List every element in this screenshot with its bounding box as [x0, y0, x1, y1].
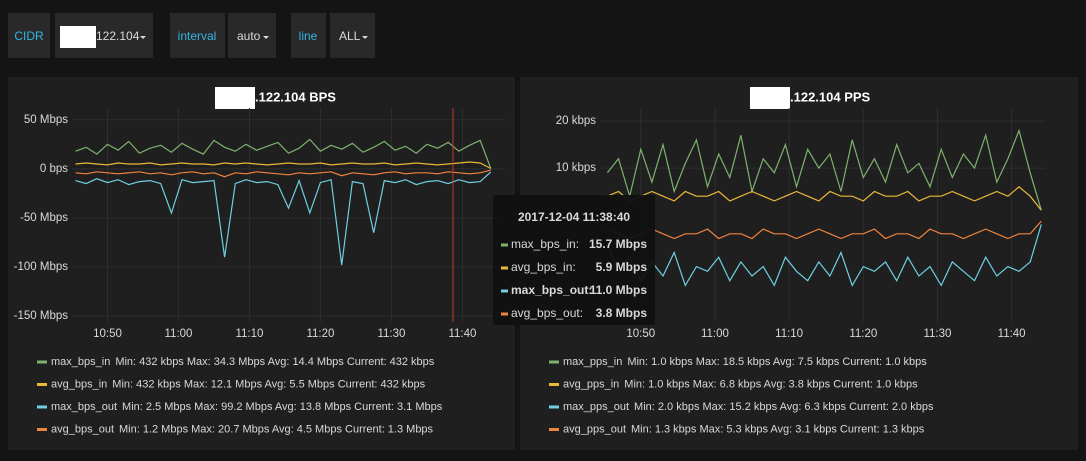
cidr-value[interactable]: 122.104: [96, 29, 140, 43]
tooltip-time: 2017-12-04 11:38:40: [518, 210, 630, 224]
caret: [362, 36, 368, 39]
y-tick-label: -50 Mbps: [20, 212, 68, 224]
legend-name: max_bps_out: [51, 401, 117, 413]
legend-marker: [37, 360, 47, 364]
series-line: [75, 161, 492, 170]
legend-marker: [37, 383, 47, 386]
legend-stats: Min: 1.3 kbps Max: 5.3 kbps Avg: 3.1 kbp…: [631, 423, 925, 435]
tooltip-name: max_bps_out:: [511, 283, 592, 297]
series-line: [606, 128, 1042, 211]
toolbar: CIDR 122.104 interval auto line ALL: [8, 13, 375, 58]
y-tick-label: -100 Mbps: [14, 261, 69, 273]
chart-title: .122.104 BPS: [255, 89, 336, 104]
x-tick-label: 11:20: [849, 328, 877, 340]
line-label-box: [291, 13, 326, 58]
chart-title: .122.104 PPS: [790, 89, 871, 104]
legend-entry: max_pps_in Min: 1.0 kbps Max: 18.5 kbps A…: [563, 356, 927, 368]
legend-entry: avg_bps_in Min: 432 kbps Max: 12.1 Mbps A…: [51, 378, 426, 390]
legend-name: avg_bps_in: [51, 378, 107, 390]
tooltip-name: max_bps_in:: [511, 237, 579, 251]
series-line: [75, 171, 492, 266]
interval-label-box: [170, 13, 225, 58]
legend-marker: [549, 405, 559, 409]
line-label: line: [299, 29, 318, 43]
interval-dropdown[interactable]: [228, 13, 276, 58]
tooltip-marker: [501, 266, 508, 270]
x-tick-label: 11:00: [701, 328, 729, 340]
tooltip-value: 3.8 Mbps: [596, 306, 648, 320]
tooltip-name: avg_bps_in:: [511, 260, 576, 274]
x-tick-label: 11:40: [448, 328, 476, 340]
y-tick-label: -150 Mbps: [14, 310, 69, 322]
y-tick-label: 0 bps: [40, 163, 68, 175]
y-tick-label: 50 Mbps: [24, 114, 68, 126]
x-tick-label: 11:20: [306, 328, 334, 340]
y-tick-label: 20 kbps: [556, 115, 597, 127]
tooltip-value: 5.9 Mbps: [596, 260, 648, 274]
legend-stats: Min: 432 kbps Max: 12.1 Mbps Avg: 5.5 Mb…: [112, 378, 425, 390]
legend-name: avg_pps_in: [563, 378, 619, 390]
legend-stats: Min: 432 kbps Max: 34.3 Mbps Avg: 14.4 M…: [115, 356, 434, 368]
x-tick-label: 11:40: [998, 328, 1026, 340]
legend-marker: [37, 405, 47, 409]
tooltip-name: avg_bps_out:: [511, 306, 583, 320]
interval-value[interactable]: auto: [237, 29, 261, 43]
legend-name: max_pps_out: [563, 401, 629, 413]
redaction: [750, 87, 790, 109]
tooltip: [493, 195, 655, 325]
redaction: [60, 26, 96, 48]
legend-stats: Min: 2.0 kbps Max: 15.2 kbps Avg: 6.3 kb…: [634, 401, 934, 413]
legend-stats: Min: 1.0 kbps Max: 6.8 kbps Avg: 3.8 kbp…: [624, 378, 918, 390]
tooltip-marker: [501, 312, 508, 316]
x-tick-label: 11:30: [923, 328, 951, 340]
legend-entry: avg_pps_out Min: 1.3 kbps Max: 5.3 kbps A…: [563, 423, 925, 435]
legend-entry: max_pps_out Min: 2.0 kbps Max: 15.2 kbps …: [563, 401, 934, 413]
legend-entry: max_bps_out Min: 2.5 Mbps Max: 99.2 Mbps …: [51, 401, 443, 413]
panel: [8, 77, 515, 450]
legend-entry: avg_pps_in Min: 1.0 kbps Max: 6.8 kbps Av…: [563, 378, 918, 390]
x-tick-label: 11:10: [235, 328, 263, 340]
series-line: [75, 138, 492, 169]
legend-name: avg_pps_out: [563, 423, 626, 435]
tooltip-value: 11.0 Mbps: [590, 283, 648, 297]
legend-marker: [37, 428, 47, 431]
tooltip-marker: [501, 289, 508, 293]
legend-stats: Min: 1.2 Mbps Max: 20.7 Mbps Avg: 4.5 Mb…: [119, 423, 434, 435]
legend-name: max_pps_in: [563, 356, 622, 368]
y-tick-label: 10 kbps: [556, 162, 597, 174]
x-tick-label: 11:10: [775, 328, 803, 340]
series-line: [607, 186, 1042, 211]
legend-stats: Min: 1.0 kbps Max: 18.5 kbps Avg: 7.5 kb…: [627, 356, 927, 368]
cidr-label-box: [8, 13, 50, 58]
series-line: [607, 220, 1042, 240]
legend-name: avg_bps_out: [51, 423, 114, 435]
interval-label: interval: [178, 29, 217, 43]
line-value[interactable]: ALL: [339, 29, 361, 43]
cidr-label: CIDR: [14, 29, 44, 43]
x-tick-label: 10:50: [93, 328, 122, 340]
line-dropdown[interactable]: [330, 13, 375, 58]
tooltip-marker: [501, 243, 508, 247]
x-tick-label: 11:00: [165, 328, 193, 340]
legend-marker: [549, 428, 559, 431]
redaction: [215, 87, 255, 109]
legend-entry: max_bps_in Min: 432 kbps Max: 34.3 Mbps A…: [51, 356, 435, 368]
legend-entry: avg_bps_out Min: 1.2 Mbps Max: 20.7 Mbps …: [51, 423, 434, 435]
x-tick-label: 11:30: [377, 328, 405, 340]
series-line: [75, 169, 491, 178]
caret: [263, 36, 269, 39]
legend-stats: Min: 2.5 Mbps Max: 99.2 Mbps Avg: 13.8 M…: [122, 401, 443, 413]
legend-marker: [549, 383, 559, 386]
series-line: [606, 224, 1042, 287]
tooltip-value: 15.7 Mbps: [589, 237, 647, 251]
legend-name: max_bps_in: [51, 356, 110, 368]
x-tick-label: 10:50: [626, 328, 655, 340]
legend-marker: [549, 360, 559, 364]
caret: [140, 36, 146, 39]
